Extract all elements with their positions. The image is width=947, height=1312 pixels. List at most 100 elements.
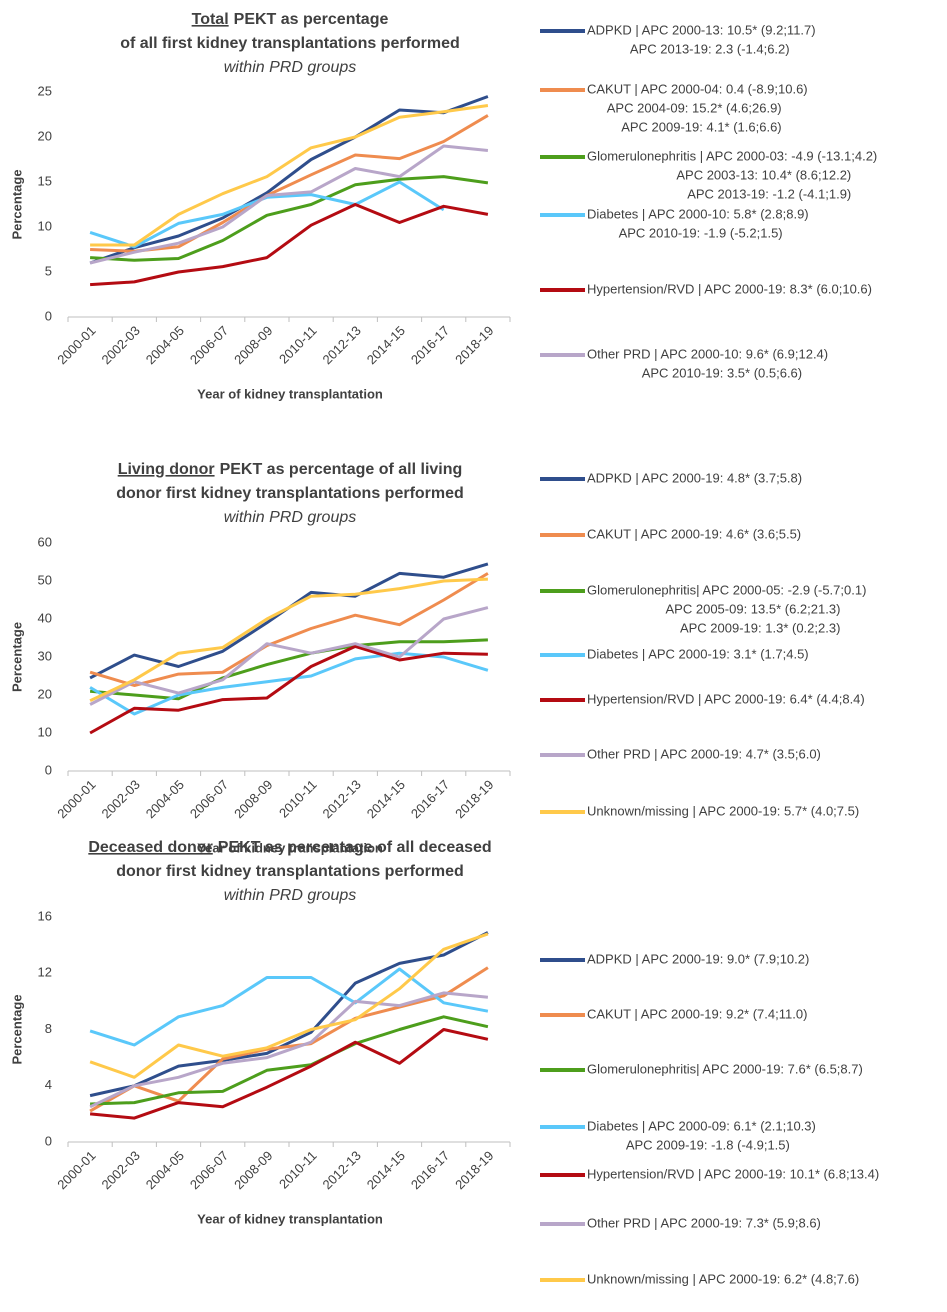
series-line xyxy=(89,931,489,1098)
series-line xyxy=(89,638,488,701)
y-tick-label: 20 xyxy=(38,686,52,701)
legend-label: Glomerulonephritis| APC 2000-19: 7.6* (6… xyxy=(587,1061,863,1076)
y-tick-label: 15 xyxy=(38,173,52,188)
title-text: PEKT as percentage xyxy=(234,11,389,28)
legend-label: CAKUT | APC 2000-19: 9.2* (7.4;11.0) xyxy=(587,1006,807,1021)
legend-label: Hypertension/RVD | APC 2000-19: 8.3* (6.… xyxy=(587,281,872,296)
x-tick-label: 2006-07 xyxy=(187,777,231,821)
x-tick-label: 2010-11 xyxy=(276,1148,320,1192)
legend-label: Other PRD | APC 2000-19: 7.3* (5.9;8.6) xyxy=(587,1215,821,1230)
y-tick-label: 50 xyxy=(38,572,52,587)
legend-label: ADPKD | APC 2000-19: 9.0* (7.9;10.2) xyxy=(587,951,809,966)
legend-label: APC 2005-09: 13.5* (6.2;21.3) xyxy=(666,601,841,616)
series-line xyxy=(90,175,489,262)
x-tick-label: 2014-15 xyxy=(364,323,408,367)
legend-label: Diabetes | APC 2000-19: 3.1* (1.7;4.5) xyxy=(587,646,809,661)
title-text: PEKT as percentage of all living xyxy=(220,461,463,478)
x-tick-label: 2000-01 xyxy=(54,777,98,821)
x-tick-label: 2006-07 xyxy=(187,323,231,367)
x-tick-label: 2012-13 xyxy=(320,1148,364,1192)
series-line xyxy=(89,644,488,735)
title-lead: Living donor xyxy=(118,461,215,478)
chart-title: donor first kidney transplantations perf… xyxy=(116,485,464,502)
series-line xyxy=(89,95,489,265)
series-line xyxy=(89,967,489,1047)
series-line xyxy=(89,1028,489,1120)
chart: Deceased donor PEKT as percentage of all … xyxy=(9,839,879,1286)
legend-label: APC 2010-19: 3.5* (0.5;6.6) xyxy=(642,365,802,380)
x-tick-label: 2014-15 xyxy=(364,1148,408,1192)
y-tick-label: 12 xyxy=(38,965,52,980)
legend-label: APC 2013-19: -1.2 (-4.1;1.9) xyxy=(687,186,851,201)
y-tick-label: 8 xyxy=(45,1021,52,1036)
legend-label: APC 2009-19: 1.3* (0.2;2.3) xyxy=(680,620,840,635)
legend-label: CAKUT | APC 2000-04: 0.4 (-8.9;10.6) xyxy=(587,81,808,96)
y-tick-label: 10 xyxy=(38,724,52,739)
x-tick-label: 2018-19 xyxy=(452,777,496,821)
legend-label: APC 2013-19: 2.3 (-1.4;6.2) xyxy=(630,41,790,56)
x-tick-label: 2000-01 xyxy=(54,323,98,367)
y-tick-label: 5 xyxy=(45,263,52,278)
legend-label: Unknown/missing | APC 2000-19: 6.2* (4.8… xyxy=(587,1271,859,1286)
x-axis-label: Year of kidney transplantation xyxy=(197,1211,383,1226)
title-lead: Total xyxy=(192,11,229,28)
series-line xyxy=(89,606,489,706)
x-tick-label: 2008-09 xyxy=(231,323,275,367)
y-tick-label: 16 xyxy=(38,908,52,923)
chart-subtitle: within PRD groups xyxy=(224,509,357,526)
series-line xyxy=(89,562,489,680)
series-line xyxy=(90,104,489,247)
chart-title: Deceased donor PEKT as percentage of all … xyxy=(88,839,491,856)
x-tick-label: 2012-13 xyxy=(320,777,364,821)
chart: Living donor PEKT as percentage of all li… xyxy=(9,461,866,855)
x-tick-label: 2002-03 xyxy=(99,777,143,821)
chart: Total PEKT as percentage of all first kidn… xyxy=(9,11,877,401)
x-tick-label: 2016-17 xyxy=(408,323,452,367)
title-lead: Deceased donor xyxy=(88,839,212,856)
legend-label: APC 2003-13: 10.4* (8.6;12.2) xyxy=(676,167,851,182)
x-tick-label: 2004-05 xyxy=(143,1148,187,1192)
chart-subtitle: within PRD groups xyxy=(224,887,357,904)
y-axis-label: Percentage xyxy=(9,169,24,239)
legend-label: ADPKD | APC 2000-19: 4.8* (3.7;5.8) xyxy=(587,470,802,485)
x-tick-label: 2004-05 xyxy=(143,323,187,367)
x-tick-label: 2002-03 xyxy=(99,1148,143,1192)
legend-label: ADPKD | APC 2000-13: 10.5* (9.2;11.7) xyxy=(587,22,816,37)
title-text: PEKT as percentage of all deceased xyxy=(218,839,492,856)
series-line xyxy=(89,932,489,1079)
x-tick-label: 2016-17 xyxy=(408,1148,452,1192)
series-line xyxy=(90,1015,489,1106)
legend-label: Other PRD | APC 2000-19: 4.7* (3.5;6.0) xyxy=(587,746,821,761)
y-tick-label: 0 xyxy=(45,762,52,777)
chart-title: Living donor PEKT as percentage of all li… xyxy=(118,461,463,478)
chart-subtitle: within PRD groups xyxy=(224,59,357,76)
x-axis-label: Year of kidney transplantation xyxy=(197,840,383,855)
x-tick-label: 2010-11 xyxy=(276,777,320,821)
legend-label: Glomerulonephritis | APC 2000-03: -4.9 (… xyxy=(587,148,877,163)
legend-label: APC 2010-19: -1.9 (-5.2;1.5) xyxy=(619,225,783,240)
y-tick-label: 60 xyxy=(38,534,52,549)
x-tick-label: 2008-09 xyxy=(231,777,275,821)
x-tick-label: 2004-05 xyxy=(143,777,187,821)
legend-label: APC 2009-19: 4.1* (1.6;6.6) xyxy=(621,119,781,134)
legend-label: Hypertension/RVD | APC 2000-19: 6.4* (4.… xyxy=(587,691,865,706)
x-tick-label: 2018-19 xyxy=(452,323,496,367)
y-axis-label: Percentage xyxy=(9,622,24,692)
series-line xyxy=(90,203,489,287)
x-axis-label: Year of kidney transplantation xyxy=(197,386,383,401)
legend-label: CAKUT | APC 2000-19: 4.6* (3.6;5.5) xyxy=(587,526,801,541)
chart-title: Total PEKT as percentage xyxy=(192,11,389,28)
series-line xyxy=(90,114,489,253)
y-tick-label: 0 xyxy=(45,1133,52,1148)
legend-label: Diabetes | APC 2000-09: 6.1* (2.1;10.3) xyxy=(587,1118,816,1133)
y-tick-label: 10 xyxy=(38,218,52,233)
y-tick-label: 40 xyxy=(38,610,52,625)
series-line xyxy=(89,966,489,1113)
y-tick-label: 4 xyxy=(45,1077,52,1092)
legend-label: Diabetes | APC 2000-10: 5.8* (2.8;8.9) xyxy=(587,206,809,221)
x-tick-label: 2002-03 xyxy=(99,323,143,367)
y-axis-label: Percentage xyxy=(9,994,24,1064)
y-tick-label: 30 xyxy=(38,648,52,663)
x-tick-label: 2014-15 xyxy=(364,777,408,821)
